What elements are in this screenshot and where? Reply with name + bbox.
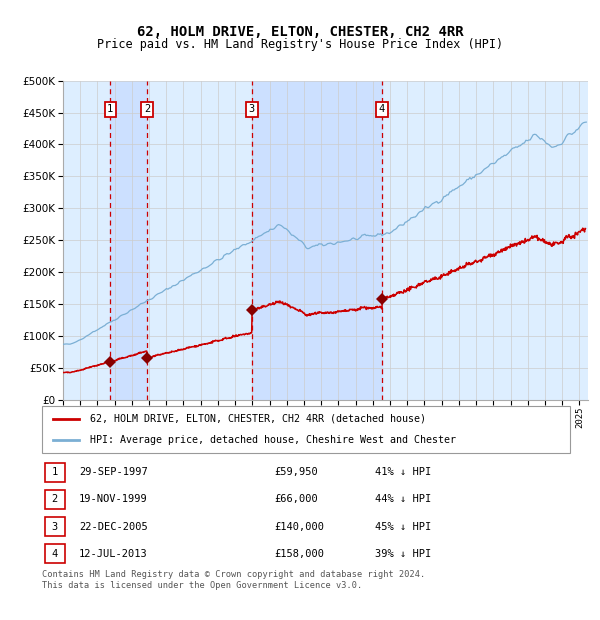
Text: 44% ↓ HPI: 44% ↓ HPI (374, 495, 431, 505)
Text: £59,950: £59,950 (274, 467, 318, 477)
Text: £158,000: £158,000 (274, 549, 325, 559)
FancyBboxPatch shape (42, 406, 570, 453)
Text: £66,000: £66,000 (274, 495, 318, 505)
FancyBboxPatch shape (44, 463, 65, 482)
FancyBboxPatch shape (44, 517, 65, 536)
Text: 2: 2 (52, 495, 58, 505)
Text: Price paid vs. HM Land Registry's House Price Index (HPI): Price paid vs. HM Land Registry's House … (97, 38, 503, 51)
Text: 41% ↓ HPI: 41% ↓ HPI (374, 467, 431, 477)
FancyBboxPatch shape (44, 544, 65, 563)
Text: HPI: Average price, detached house, Cheshire West and Chester: HPI: Average price, detached house, Ches… (89, 435, 455, 445)
Text: £140,000: £140,000 (274, 521, 325, 531)
Text: 4: 4 (379, 104, 385, 114)
Text: 2: 2 (144, 104, 150, 114)
Text: 3: 3 (52, 521, 58, 531)
Text: 12-JUL-2013: 12-JUL-2013 (79, 549, 148, 559)
FancyBboxPatch shape (44, 490, 65, 509)
Text: 4: 4 (52, 549, 58, 559)
Text: 62, HOLM DRIVE, ELTON, CHESTER, CH2 4RR (detached house): 62, HOLM DRIVE, ELTON, CHESTER, CH2 4RR … (89, 414, 425, 423)
Text: 45% ↓ HPI: 45% ↓ HPI (374, 521, 431, 531)
Bar (110, 81, 147, 400)
Text: 1: 1 (107, 104, 113, 114)
Text: 22-DEC-2005: 22-DEC-2005 (79, 521, 148, 531)
Text: 39% ↓ HPI: 39% ↓ HPI (374, 549, 431, 559)
Text: 29-SEP-1997: 29-SEP-1997 (79, 467, 148, 477)
Text: 62, HOLM DRIVE, ELTON, CHESTER, CH2 4RR: 62, HOLM DRIVE, ELTON, CHESTER, CH2 4RR (137, 25, 463, 39)
Text: Contains HM Land Registry data © Crown copyright and database right 2024.
This d: Contains HM Land Registry data © Crown c… (42, 570, 425, 590)
Text: 1: 1 (52, 467, 58, 477)
Text: 19-NOV-1999: 19-NOV-1999 (79, 495, 148, 505)
Text: 3: 3 (249, 104, 255, 114)
Bar (252, 81, 382, 400)
